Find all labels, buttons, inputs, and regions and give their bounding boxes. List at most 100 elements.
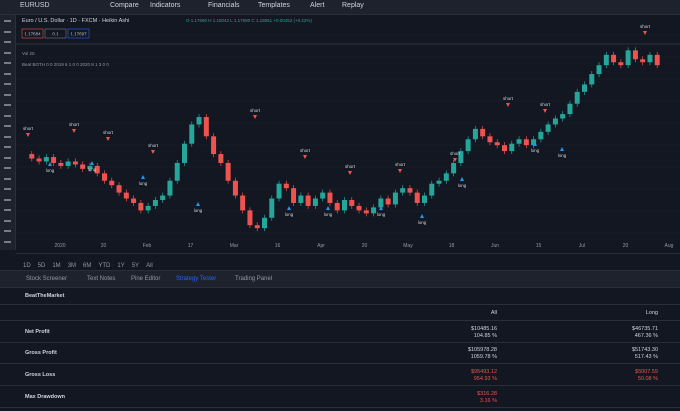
tool-icon[interactable]: [4, 240, 11, 243]
tool-icon[interactable]: [4, 41, 11, 43]
tool-icon[interactable]: [4, 146, 11, 148]
x-axis-label: 20: [101, 243, 107, 249]
tab[interactable]: Pine Editor: [131, 276, 161, 282]
signal-label: short: [395, 162, 406, 167]
toolbar-item[interactable]: Financials: [208, 2, 240, 9]
candle: [400, 188, 406, 193]
x-axis-label: 2020: [54, 243, 65, 249]
tool-icon[interactable]: [4, 72, 11, 75]
signal-arrow: [506, 103, 510, 107]
toolbar-item[interactable]: Replay: [342, 2, 364, 9]
signal-label: long: [558, 153, 567, 158]
tool-icon[interactable]: [4, 177, 11, 180]
signal-label: long: [377, 212, 386, 217]
signal-arrow: [560, 147, 564, 151]
timeframe[interactable]: YTD: [98, 263, 111, 269]
candle: [371, 207, 377, 214]
candle: [480, 128, 486, 137]
candle: [451, 162, 457, 174]
candle: [552, 118, 558, 125]
signal-label: short: [503, 96, 514, 101]
price-box: [67, 28, 90, 39]
candle: [574, 91, 580, 104]
left-toolbar: [0, 15, 16, 250]
tab[interactable]: Trading Panel: [235, 276, 273, 282]
timeframe[interactable]: 3M: [67, 263, 77, 269]
tool-icon[interactable]: [4, 30, 11, 33]
timeframe[interactable]: 6M: [83, 263, 92, 269]
tool-icon[interactable]: [4, 198, 11, 201]
tool-icon[interactable]: [4, 219, 11, 222]
candle: [276, 183, 282, 199]
candle: [211, 136, 217, 155]
signal-arrow: [460, 177, 464, 181]
tab[interactable]: Strategy Tester: [176, 276, 217, 282]
tool-icon[interactable]: [4, 83, 11, 85]
x-axis-label: 18: [449, 243, 455, 249]
toolbar-item[interactable]: Templates: [258, 2, 290, 9]
signal-label: long: [324, 212, 333, 217]
tool-icon[interactable]: [4, 167, 11, 169]
toolbar-item[interactable]: Indicators: [150, 2, 181, 9]
tab[interactable]: Stock Screener: [26, 276, 68, 282]
candle: [538, 131, 544, 140]
tool-icon[interactable]: [4, 135, 11, 138]
candle: [254, 225, 260, 229]
tool-icon[interactable]: [4, 20, 11, 22]
strategy-panel: BeatTheMarket All Long Net Profit $10485.16…: [0, 288, 680, 411]
timeframe[interactable]: 5Y: [131, 263, 140, 269]
timeframe[interactable]: 1M: [52, 263, 61, 269]
tool-icon[interactable]: [4, 62, 11, 64]
candle: [334, 202, 340, 211]
candle: [378, 198, 384, 208]
candle: [494, 142, 500, 146]
timeframe[interactable]: 5D: [37, 263, 46, 269]
timeframe[interactable]: All: [146, 263, 153, 269]
symbol[interactable]: EURUSD: [20, 2, 50, 9]
x-axis-label: Apr: [317, 243, 325, 249]
signal-arrow: [420, 214, 424, 218]
tool-icon[interactable]: [4, 188, 11, 190]
tool-icon[interactable]: [4, 230, 11, 232]
tool-icon[interactable]: [4, 209, 11, 211]
signal-label: long: [458, 183, 467, 188]
cell: $95493.12: [471, 369, 497, 375]
chart-title: Euro / U.S. Dollar · 1D · FXCM · Heikin …: [22, 18, 129, 24]
signal-arrow: [253, 115, 257, 119]
candle: [472, 128, 478, 140]
tab[interactable]: Text Notes: [87, 276, 116, 282]
candle: [298, 195, 304, 203]
candle: [414, 192, 420, 203]
signal-label: short: [300, 148, 311, 153]
tool-icon[interactable]: [4, 93, 11, 96]
chart-bg: [16, 15, 680, 253]
signal-arrow: [533, 142, 537, 146]
tool-icon[interactable]: [4, 125, 11, 127]
strategy-name: BeatTheMarket: [25, 293, 65, 299]
signal-label: long: [88, 167, 97, 172]
signal-arrow: [326, 206, 330, 210]
candle: [509, 143, 515, 152]
candle: [203, 117, 209, 137]
tool-icon[interactable]: [4, 114, 11, 117]
candle: [51, 157, 57, 163]
toolbar-item[interactable]: Compare: [110, 2, 139, 9]
candle: [618, 62, 624, 66]
signal-arrow: [543, 109, 547, 113]
tool-icon[interactable]: [4, 51, 11, 54]
cell: $5007.59: [635, 369, 658, 375]
candle: [567, 103, 573, 115]
candle: [560, 114, 566, 119]
candle: [545, 124, 551, 132]
candle: [611, 54, 617, 63]
candle: [625, 50, 631, 66]
toolbar-item[interactable]: Alert: [310, 2, 325, 9]
timeframe[interactable]: 1D: [23, 263, 31, 269]
signal-label: short: [103, 130, 114, 135]
timeframe[interactable]: 1Y: [117, 263, 125, 269]
column-header: Long: [645, 310, 658, 316]
signal-label: short: [640, 24, 651, 29]
tool-icon[interactable]: [4, 104, 11, 106]
table-row: Net Profit $10485.16 104.85 % $46735.71 467.…: [0, 321, 680, 343]
tool-icon[interactable]: [4, 156, 11, 159]
